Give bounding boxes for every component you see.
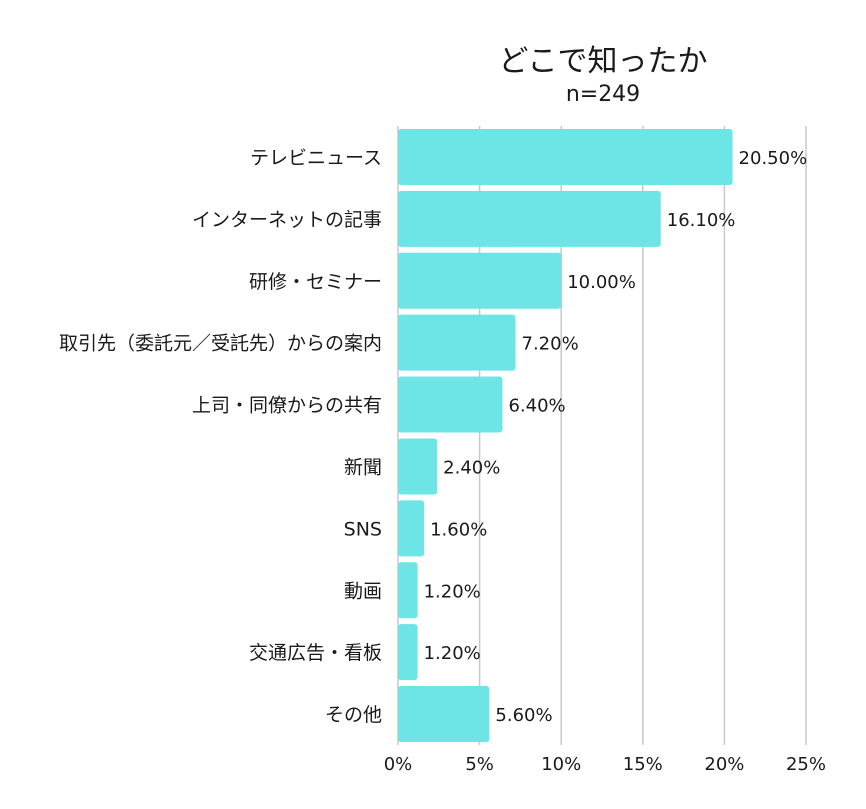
- category-label: 上司・同僚からの共有: [192, 395, 382, 417]
- bar: [398, 562, 418, 619]
- value-label: 6.40%: [508, 396, 565, 417]
- bar: [398, 376, 503, 433]
- x-tick-label: 25%: [786, 754, 826, 775]
- value-label: 1.60%: [430, 519, 487, 540]
- category-label: 動画: [344, 580, 382, 602]
- bar: [398, 686, 490, 743]
- x-tick-label: 0%: [384, 754, 413, 775]
- x-tick-label: 5%: [465, 754, 494, 775]
- bar: [398, 314, 516, 371]
- category-label: SNS: [344, 518, 382, 540]
- category-label: 交通広告・看板: [249, 642, 382, 664]
- value-label: 16.10%: [667, 210, 736, 231]
- category-label: 取引先（委託元／受託先）からの案内: [59, 333, 382, 355]
- value-label: 7.20%: [522, 334, 579, 355]
- value-label: 20.50%: [739, 148, 808, 169]
- chart-subtitle: n=249: [565, 82, 641, 107]
- bars: [398, 128, 733, 743]
- value-label: 10.00%: [567, 272, 636, 293]
- value-label: 1.20%: [424, 581, 481, 602]
- chart-title: どこで知ったか: [498, 44, 708, 79]
- category-label: 新聞: [344, 456, 382, 478]
- bar: [398, 128, 733, 185]
- value-label: 5.60%: [495, 705, 552, 726]
- category-label: 研修・セミナー: [249, 271, 382, 293]
- value-label: 1.20%: [424, 643, 481, 664]
- bar: [398, 252, 562, 309]
- x-tick-label: 10%: [541, 754, 581, 775]
- value-label: 2.40%: [443, 457, 500, 478]
- bar: [398, 624, 418, 681]
- x-tick-label: 15%: [623, 754, 663, 775]
- labels: 0% 5% 10% 15% 20% 25% テレビニュース 20.50% インターネットの記事 1…: [59, 147, 826, 775]
- category-label: その他: [325, 704, 382, 726]
- category-label: テレビニュース: [250, 147, 382, 169]
- category-label: インターネットの記事: [192, 209, 382, 231]
- bar: [398, 500, 425, 557]
- x-tick-label: 20%: [704, 754, 744, 775]
- bar: [398, 190, 661, 247]
- bar: [398, 438, 438, 495]
